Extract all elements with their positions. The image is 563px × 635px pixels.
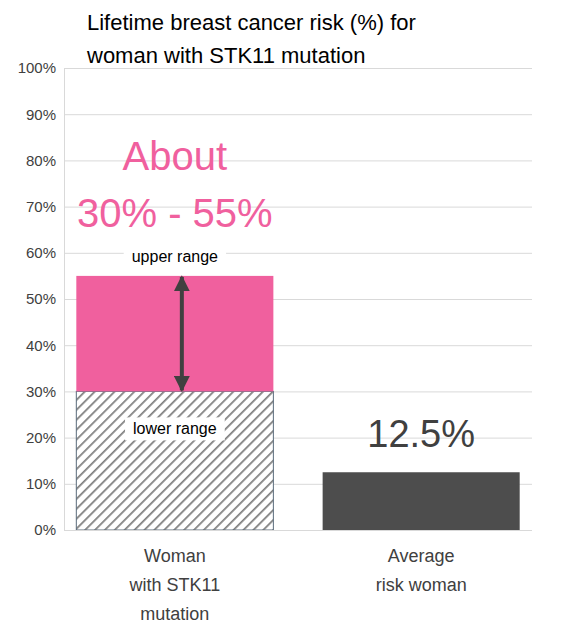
- grid-line: [64, 530, 532, 531]
- bar: [76, 391, 273, 530]
- series-label: upper range: [132, 248, 218, 265]
- y-tick-label: 50%: [26, 290, 56, 307]
- y-axis-line: [65, 69, 533, 531]
- x-tick-label-line: mutation: [140, 604, 209, 624]
- y-tick-label: 80%: [26, 152, 56, 169]
- y-tick-label: 60%: [26, 244, 56, 261]
- texts: Lifetime breast cancer risk (%) for woman…: [77, 10, 475, 624]
- y-tick-label: 40%: [26, 337, 56, 354]
- annotation: About 30% - 55%: [77, 134, 273, 235]
- series-label: lower range: [133, 420, 217, 437]
- series-label-group: upper range: [124, 245, 226, 268]
- annotation-line: About: [123, 134, 228, 178]
- x-tick-label-line: with STK11: [128, 575, 220, 595]
- series-label-group: lower range: [125, 417, 225, 440]
- x-tick-label-line: Average: [388, 546, 455, 566]
- x-tick-label: Woman with STK11 mutation: [128, 546, 220, 624]
- x-tick-label-line: Woman: [144, 546, 206, 566]
- label-background: [124, 245, 226, 268]
- y-tick: 60%: [26, 244, 532, 261]
- title-line: woman with STK11 mutation: [86, 43, 365, 68]
- y-tick-label: 100%: [18, 59, 56, 76]
- x-tick-label: Average risk woman: [376, 546, 467, 595]
- bar: [76, 276, 273, 392]
- bars: [76, 276, 519, 530]
- bar: [323, 472, 520, 530]
- y-tick-label: 0%: [34, 521, 56, 538]
- y-tick: 80%: [26, 152, 532, 169]
- label-background: [125, 417, 225, 440]
- x-tick-label-line: risk woman: [376, 575, 467, 595]
- y-tick-label: 20%: [26, 429, 56, 446]
- range-arrow: [180, 277, 184, 391]
- y-tick-label: 10%: [26, 475, 56, 492]
- annotation-line: 30% - 55%: [77, 191, 273, 235]
- grid-line: [64, 68, 532, 69]
- y-axis: 0% 10% 20% 30% 40% 50% 60% 70% 80% 90% 100%: [18, 59, 532, 538]
- chart: 0% 10% 20% 30% 40% 50% 60% 70% 80% 90% 100% Lifetim…: [0, 0, 563, 635]
- y-tick-label: 30%: [26, 383, 56, 400]
- y-tick-label: 90%: [26, 106, 56, 123]
- data-label: 12.5%: [367, 413, 475, 455]
- y-tick: 90%: [26, 106, 532, 123]
- title: Lifetime breast cancer risk (%) for woman…: [86, 10, 416, 68]
- y-tick-label: 70%: [26, 198, 56, 215]
- title-line: Lifetime breast cancer risk (%) for: [87, 10, 416, 35]
- grid-line: [64, 114, 532, 115]
